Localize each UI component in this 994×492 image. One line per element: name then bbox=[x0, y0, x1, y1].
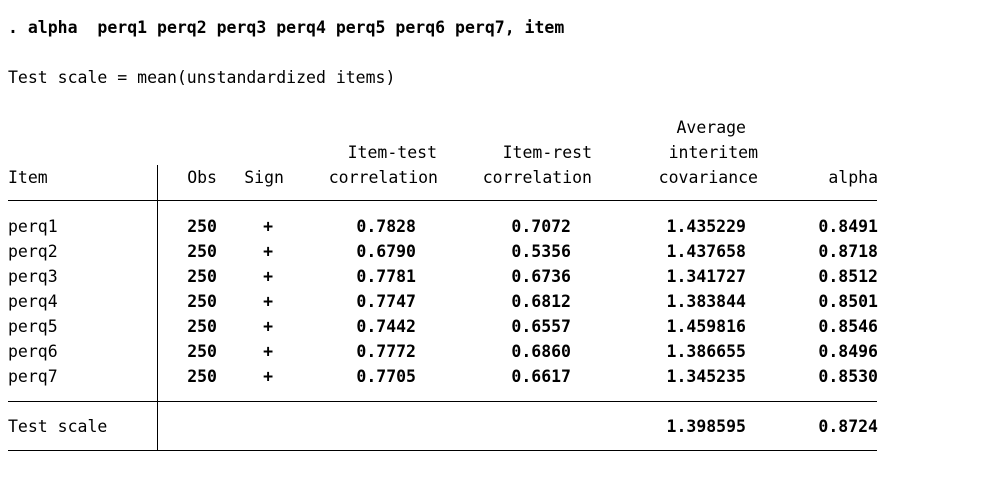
row-item-rest: 0.6812 bbox=[511, 292, 571, 311]
row-covariance: 1.341727 bbox=[666, 267, 746, 286]
header-rule bbox=[8, 200, 877, 201]
row-item: perq2 bbox=[8, 242, 58, 261]
total-label: Test scale bbox=[8, 417, 108, 436]
row-item-test: 0.7747 bbox=[356, 292, 416, 311]
header-sign: Sign bbox=[244, 168, 284, 187]
row-item-rest: 0.7072 bbox=[511, 217, 571, 236]
row-covariance: 1.383844 bbox=[666, 292, 746, 311]
row-covariance: 1.437658 bbox=[666, 242, 746, 261]
row-sign: + bbox=[263, 267, 273, 286]
row-sign: + bbox=[263, 367, 273, 386]
total-covariance: 1.398595 bbox=[666, 417, 746, 436]
body-column-divider bbox=[157, 200, 158, 401]
bottom-rule bbox=[8, 450, 877, 451]
header-covariance-line1: Average bbox=[676, 118, 746, 137]
header-item-test-line2: correlation bbox=[328, 168, 438, 187]
row-item-rest: 0.6860 bbox=[511, 342, 571, 361]
scale-note: Test scale = mean(unstandardized items) bbox=[8, 68, 396, 87]
row-item-rest: 0.6557 bbox=[511, 317, 571, 336]
header-column-divider bbox=[157, 165, 158, 200]
row-alpha: 0.8501 bbox=[818, 292, 878, 311]
row-item: perq5 bbox=[8, 317, 58, 336]
header-obs: Obs bbox=[187, 168, 217, 187]
row-sign: + bbox=[263, 292, 273, 311]
header-item-test-line1: Item-test bbox=[347, 143, 437, 162]
row-covariance: 1.435229 bbox=[666, 217, 746, 236]
row-alpha: 0.8512 bbox=[818, 267, 878, 286]
row-item: perq6 bbox=[8, 342, 58, 361]
row-alpha: 0.8496 bbox=[818, 342, 878, 361]
row-covariance: 1.345235 bbox=[666, 367, 746, 386]
header-alpha: alpha bbox=[828, 168, 878, 187]
row-item-rest: 0.6736 bbox=[511, 267, 571, 286]
total-column-divider bbox=[157, 401, 158, 450]
header-item-rest-line2: correlation bbox=[482, 168, 592, 187]
row-alpha: 0.8718 bbox=[818, 242, 878, 261]
row-item-test: 0.7442 bbox=[356, 317, 416, 336]
row-item-test: 0.7781 bbox=[356, 267, 416, 286]
row-alpha: 0.8491 bbox=[818, 217, 878, 236]
row-sign: + bbox=[263, 317, 273, 336]
row-covariance: 1.459816 bbox=[666, 317, 746, 336]
row-covariance: 1.386655 bbox=[666, 342, 746, 361]
row-item-test: 0.7705 bbox=[356, 367, 416, 386]
total-alpha: 0.8724 bbox=[818, 417, 878, 436]
row-item: perq7 bbox=[8, 367, 58, 386]
header-item-rest-line1: Item-rest bbox=[502, 143, 592, 162]
row-item: perq4 bbox=[8, 292, 58, 311]
row-alpha: 0.8530 bbox=[818, 367, 878, 386]
row-sign: + bbox=[263, 242, 273, 261]
row-obs: 250 bbox=[187, 242, 217, 261]
row-item: perq3 bbox=[8, 267, 58, 286]
row-item-rest: 0.5356 bbox=[511, 242, 571, 261]
header-covariance-line2: interitem bbox=[668, 143, 758, 162]
row-obs: 250 bbox=[187, 317, 217, 336]
row-obs: 250 bbox=[187, 217, 217, 236]
row-obs: 250 bbox=[187, 267, 217, 286]
row-sign: + bbox=[263, 217, 273, 236]
header-item: Item bbox=[8, 168, 48, 187]
header-covariance-line3: covariance bbox=[658, 168, 758, 187]
row-item-rest: 0.6617 bbox=[511, 367, 571, 386]
row-sign: + bbox=[263, 342, 273, 361]
command-line: . alpha perq1 perq2 perq3 perq4 perq5 pe… bbox=[8, 18, 565, 37]
total-rule bbox=[8, 401, 877, 402]
row-item-test: 0.7828 bbox=[356, 217, 416, 236]
row-item-test: 0.7772 bbox=[356, 342, 416, 361]
row-item-test: 0.6790 bbox=[356, 242, 416, 261]
row-obs: 250 bbox=[187, 367, 217, 386]
row-obs: 250 bbox=[187, 292, 217, 311]
row-item: perq1 bbox=[8, 217, 58, 236]
row-obs: 250 bbox=[187, 342, 217, 361]
row-alpha: 0.8546 bbox=[818, 317, 878, 336]
